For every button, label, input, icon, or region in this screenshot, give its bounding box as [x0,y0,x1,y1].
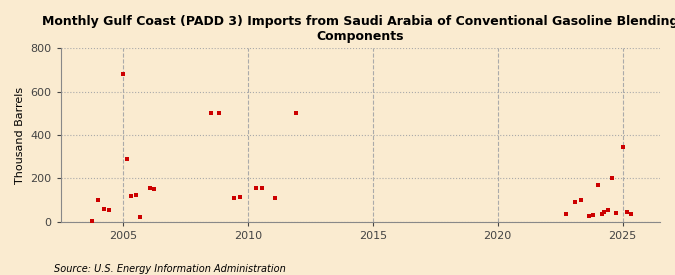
Point [126,194,137,198]
Point [234,195,245,199]
Point [603,208,614,212]
Point [561,212,572,216]
Point [269,196,280,200]
Text: Source: U.S. Energy Information Administration: Source: U.S. Energy Information Administ… [54,264,286,274]
Point [597,212,608,216]
Point [584,214,595,219]
Y-axis label: Thousand Barrels: Thousand Barrels [15,86,25,184]
Point [607,176,618,181]
Point [611,211,622,215]
Point [576,198,587,202]
Point [134,215,145,219]
Point [103,208,114,212]
Point [257,186,268,190]
Point [599,210,610,214]
Point [86,218,97,223]
Point [228,196,239,200]
Point [290,111,301,116]
Point [569,200,580,204]
Point [251,186,262,190]
Title: Monthly Gulf Coast (PADD 3) Imports from Saudi Arabia of Conventional Gasoline B: Monthly Gulf Coast (PADD 3) Imports from… [42,15,675,43]
Point [625,212,636,216]
Point [213,111,224,116]
Point [149,187,160,191]
Point [588,213,599,218]
Point [205,111,216,116]
Point [92,198,103,202]
Point [592,183,603,187]
Point [622,210,632,214]
Point [117,72,128,76]
Point [144,186,155,190]
Point [617,145,628,149]
Point [99,207,110,211]
Point [122,157,133,161]
Point [130,192,141,197]
